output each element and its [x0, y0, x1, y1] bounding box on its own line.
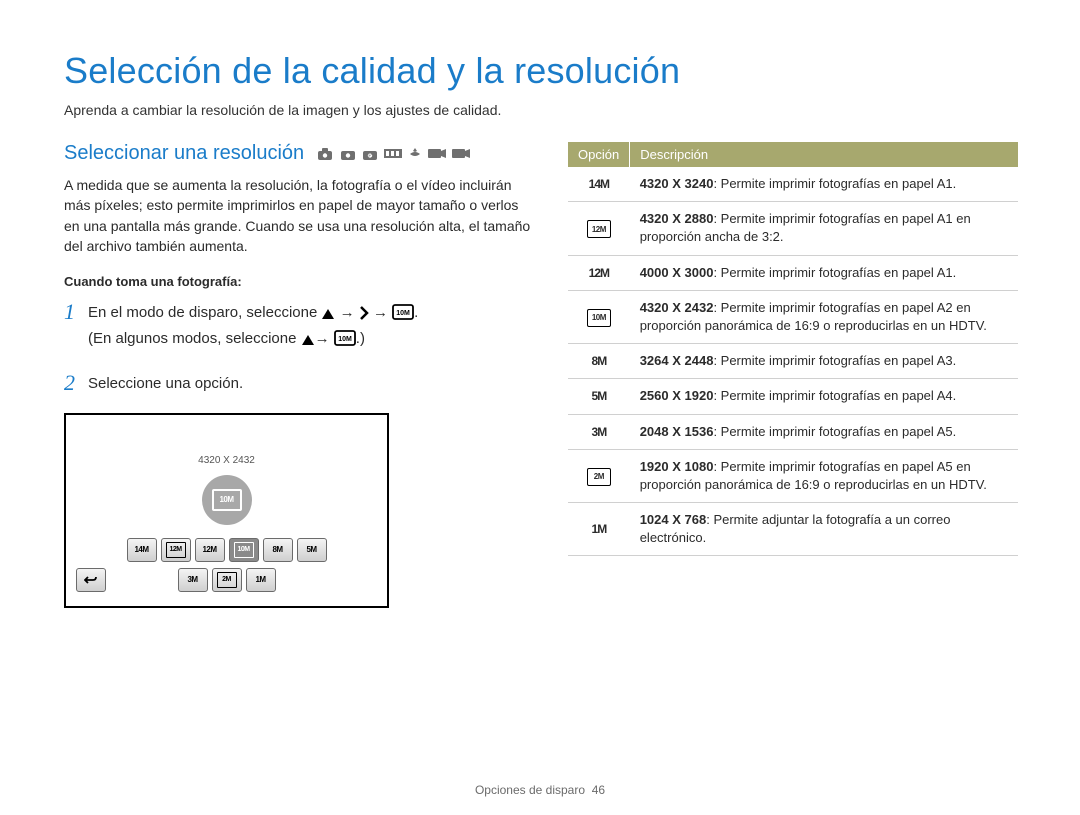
resolution-text-icon: 5M [592, 388, 607, 405]
screenshot-selected-text: 10M [219, 495, 233, 504]
step-fragment: En el modo de disparo, seleccione [88, 304, 321, 321]
option-icon-cell: 5M [568, 379, 630, 414]
mode-icon [340, 147, 356, 161]
option-description: 2048 X 1536: Permite imprimir fotografía… [630, 414, 1018, 449]
resolution-text-icon: 12M [589, 265, 609, 282]
right-column: Opción Descripción 14M 4320 X 3240: Permi… [568, 142, 1018, 608]
section-heading: Seleccionar una resolución [64, 142, 304, 165]
step-fragment: . [414, 304, 418, 321]
screenshot-row-1: 14M12M12M10M8M5M [127, 538, 327, 562]
mode-icon [384, 147, 402, 161]
svg-text:10M: 10M [396, 310, 410, 317]
step-fragment: → [315, 330, 334, 347]
screenshot-selected-icon: 10M [202, 475, 252, 525]
back-icon [84, 574, 98, 586]
mode-icons-row: P [316, 147, 470, 161]
step-fragment: → [369, 304, 392, 321]
table-row: 3M 2048 X 1536: Permite imprimir fotograf… [568, 414, 1018, 449]
resolution-box-icon: 2M [587, 468, 611, 486]
table-row: 2M 1920 X 1080: Permite imprimir fotograf… [568, 449, 1018, 502]
footer-page-number: 46 [592, 783, 605, 797]
resolution-option-button[interactable]: 8M [263, 538, 293, 562]
option-description: 4320 X 3240: Permite imprimir fotografía… [630, 167, 1018, 202]
table-row: 12M 4320 X 2880: Permite imprimir fotogra… [568, 202, 1018, 255]
table-header-option: Opción [568, 142, 630, 167]
step-number: 2 [64, 372, 78, 394]
page-footer: Opciones de disparo 46 [0, 783, 1080, 797]
step-2-text: Seleccione una opción. [88, 372, 243, 395]
screenshot-resolution-label: 4320 X 2432 [198, 455, 255, 466]
table-row: 10M 4320 X 2432: Permite imprimir fotogra… [568, 290, 1018, 343]
resolution-option-button[interactable]: 5M [297, 538, 327, 562]
option-icon-cell: 12M [568, 202, 630, 255]
step-1-text: En el modo de disparo, seleccione → → 10… [88, 301, 418, 354]
option-icon-cell: 8M [568, 344, 630, 379]
mode-icon [452, 147, 470, 161]
option-icon-cell: 3M [568, 414, 630, 449]
mode-icon [408, 147, 422, 161]
mode-icon: P [362, 147, 378, 161]
resolution-text-icon: 1M [592, 521, 607, 538]
option-description: 3264 X 2448: Permite imprimir fotografía… [630, 344, 1018, 379]
option-icon-cell: 2M [568, 449, 630, 502]
svg-text:10M: 10M [338, 336, 352, 343]
intro-text: Aprenda a cambiar la resolución de la im… [64, 102, 1020, 118]
left-column: Seleccionar una resolución P A medida qu… [64, 142, 534, 608]
screenshot-row-2: 3M2M1M [178, 568, 276, 592]
resolution-option-button[interactable]: 2M [212, 568, 242, 592]
up-arrow-icon [301, 330, 315, 353]
option-icon-cell: 12M [568, 255, 630, 290]
step-fragment: → [335, 304, 358, 321]
footer-section: Opciones de disparo [475, 783, 585, 797]
right-chevron-icon [359, 304, 369, 327]
resolution-text-icon: 14M [589, 176, 609, 193]
resolution-option-button[interactable]: 12M [161, 538, 191, 562]
up-arrow-icon [321, 304, 335, 327]
table-row: 14M 4320 X 3240: Permite imprimir fotogra… [568, 167, 1018, 202]
resolution-box-icon: 12M [587, 220, 611, 238]
step-2: 2 Seleccione una opción. [64, 372, 534, 395]
resolution-text-icon: 8M [592, 353, 607, 370]
option-description: 1920 X 1080: Permite imprimir fotografía… [630, 449, 1018, 502]
resolution-box-icon: 10M [334, 330, 356, 353]
resolution-option-button[interactable]: 12M [195, 538, 225, 562]
option-icon-cell: 10M [568, 290, 630, 343]
table-header-description: Descripción [630, 142, 1018, 167]
resolution-text-icon: 3M [592, 424, 607, 441]
option-description: 4320 X 2880: Permite imprimir fotografía… [630, 202, 1018, 255]
page-title: Selección de la calidad y la resolución [64, 50, 1020, 92]
option-icon-cell: 1M [568, 503, 630, 556]
resolution-option-button[interactable]: 10M [229, 538, 259, 562]
camera-screenshot: 4320 X 2432 10M 14M12M12M10M8M5M 3M2M1M [64, 413, 389, 608]
resolution-option-button[interactable]: 1M [246, 568, 276, 592]
option-description: 2560 X 1920: Permite imprimir fotografía… [630, 379, 1018, 414]
resolution-option-button[interactable]: 14M [127, 538, 157, 562]
step-fragment: (En algunos modos, seleccione [88, 330, 301, 347]
table-row: 12M 4000 X 3000: Permite imprimir fotogra… [568, 255, 1018, 290]
table-row: 1M 1024 X 768: Permite adjuntar la fotogr… [568, 503, 1018, 556]
resolution-box-icon: 10M [587, 309, 611, 327]
back-button[interactable] [76, 568, 106, 592]
resolution-option-button[interactable]: 3M [178, 568, 208, 592]
table-row: 8M 3264 X 2448: Permite imprimir fotograf… [568, 344, 1018, 379]
option-description: 1024 X 768: Permite adjuntar la fotograf… [630, 503, 1018, 556]
section-sublabel: Cuando toma una fotografía: [64, 274, 534, 289]
mode-icon [428, 147, 446, 161]
table-row: 5M 2560 X 1920: Permite imprimir fotograf… [568, 379, 1018, 414]
resolution-table: Opción Descripción 14M 4320 X 3240: Permi… [568, 142, 1018, 556]
mode-icon [316, 147, 334, 161]
option-description: 4320 X 2432: Permite imprimir fotografía… [630, 290, 1018, 343]
step-number: 1 [64, 301, 78, 323]
option-description: 4000 X 3000: Permite imprimir fotografía… [630, 255, 1018, 290]
resolution-box-icon: 10M [392, 304, 414, 327]
option-icon-cell: 14M [568, 167, 630, 202]
step-1: 1 En el modo de disparo, seleccione → → … [64, 301, 534, 354]
section-body: A medida que se aumenta la resolución, l… [64, 175, 534, 256]
step-fragment: .) [356, 330, 365, 347]
